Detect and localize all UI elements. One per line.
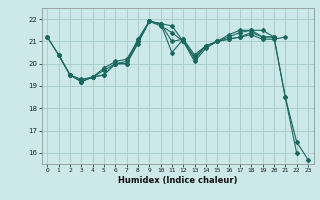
X-axis label: Humidex (Indice chaleur): Humidex (Indice chaleur)	[118, 176, 237, 185]
